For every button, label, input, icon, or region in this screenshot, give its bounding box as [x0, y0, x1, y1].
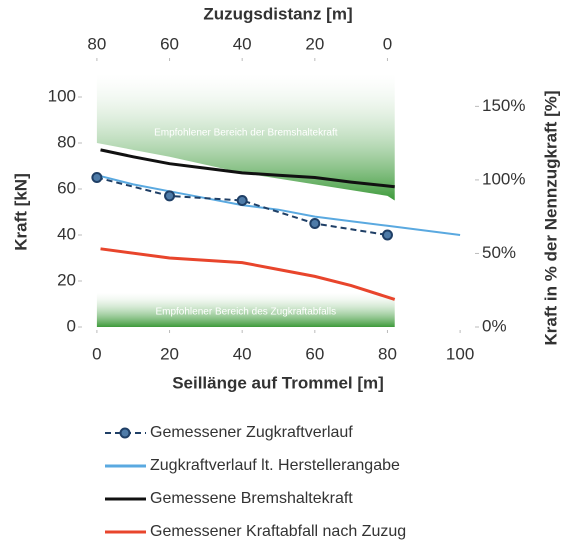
x-tick-label: 40 — [233, 344, 252, 363]
series-line — [100, 247, 396, 301]
band — [96, 292, 395, 327]
x-tick-label: 0 — [92, 344, 101, 363]
y-tick-label: 60 — [57, 178, 76, 197]
marker — [164, 190, 176, 202]
legend-label: Zugkraftverlauf lt. Herstellerangabe — [150, 457, 400, 474]
series-line — [96, 174, 461, 236]
band-label: Empfohlener Bereich der Bremshaltekraft — [154, 128, 338, 139]
y-tick-label: 20 — [57, 270, 76, 289]
y-axis-title: Kraft [kN] — [11, 173, 30, 250]
x2-tick-label: 60 — [160, 34, 179, 53]
marker — [236, 195, 248, 206]
marker — [381, 229, 393, 241]
x-axis-title: Seillänge auf Trommel [m] — [172, 373, 384, 392]
x2-tick-label: 40 — [233, 34, 252, 53]
x2-tick-label: 80 — [87, 34, 106, 53]
legend-label: Gemessener Kraftabfall nach Zuzug — [150, 523, 406, 540]
x-tick-label: 60 — [305, 344, 324, 363]
marker — [91, 172, 103, 183]
x-tick-label: 80 — [378, 344, 397, 363]
y2-tick-label: 150% — [482, 96, 525, 115]
x-tick-label: 100 — [446, 344, 474, 363]
x2-axis-title: Zuzugsdistanz [m] — [203, 4, 352, 23]
y2-tick-label: 100% — [482, 169, 525, 188]
y-tick-label: 100 — [48, 86, 76, 105]
y-tick-label: 0 — [67, 316, 76, 335]
x2-tick-label: 20 — [305, 34, 324, 53]
y2-tick-label: 0% — [482, 316, 507, 335]
legend-label: Gemessene Bremshaltekraft — [150, 490, 353, 507]
x2-tick-label: 0 — [383, 34, 392, 53]
y2-axis-title: Kraft in % der Nennzugkraft [%] — [541, 90, 560, 345]
x-tick-label: 20 — [160, 344, 179, 363]
legend-marker — [119, 427, 131, 439]
band-label: Empfohlener Bereich des Zugkraftabfalls — [155, 306, 336, 317]
y2-tick-label: 50% — [482, 243, 516, 262]
y-tick-label: 40 — [57, 224, 76, 243]
band — [96, 74, 395, 201]
legend-label: Gemessener Zugkraftverlauf — [150, 424, 353, 441]
y-tick-label: 80 — [57, 132, 76, 151]
marker — [309, 218, 321, 229]
series-line — [100, 148, 395, 189]
